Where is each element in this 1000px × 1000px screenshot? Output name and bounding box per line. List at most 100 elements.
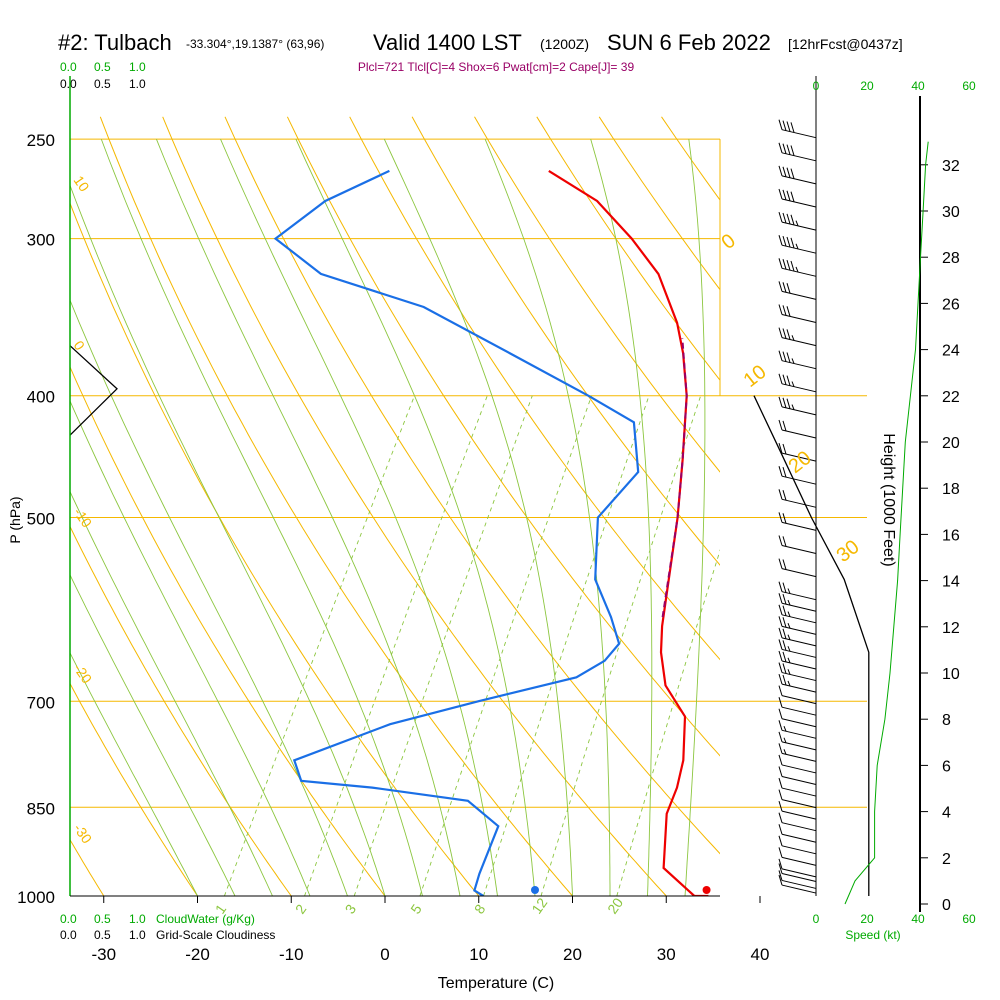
top-black-tick-2: 1.0 <box>129 77 146 91</box>
wind-barb <box>778 512 817 531</box>
wind-barb-flag <box>778 812 783 823</box>
wind-barb-flag <box>786 329 791 340</box>
dry-adiabat <box>724 117 1000 896</box>
wind-barb-shaft <box>781 799 817 809</box>
wind-barb-shaft <box>781 221 817 231</box>
wind-barb-flag <box>778 396 783 408</box>
wind-barb-half <box>787 680 791 687</box>
wind-barb-flag <box>782 166 787 177</box>
forecast-date: SUN 6 Feb 2022 <box>607 30 771 55</box>
moist-adiabat <box>383 138 573 896</box>
height-tick-32: 32 <box>942 158 960 175</box>
mixing-ratio-line-5 <box>419 395 593 896</box>
profile-parcel <box>661 338 688 618</box>
mixing-ratio-label-3: 3 <box>342 901 360 917</box>
profile-lines <box>273 169 711 896</box>
wind-barb-flag <box>782 490 787 501</box>
dry-adiabat-label-10: 10 <box>71 173 93 195</box>
wind-barb-shaft <box>781 695 817 705</box>
wind-barb-shaft <box>781 406 817 416</box>
mixing-ratio-label-2: 2 <box>292 901 310 917</box>
wind-barb-flag <box>778 801 783 812</box>
wind-barb <box>778 419 817 439</box>
dry-adiabat-label--10: -10 <box>71 505 96 531</box>
speed-bottom-tick-2: 40 <box>911 912 925 926</box>
dry-adiabat <box>536 116 720 382</box>
wind-barb-shaft <box>781 729 817 739</box>
cloudiness-tick-1: 0.5 <box>94 928 111 942</box>
wind-barb-shaft <box>781 452 817 462</box>
wind-barb-flag <box>778 743 783 754</box>
wind-barb-half <box>795 220 799 226</box>
dry-adiabat-label--30: -30 <box>71 821 96 847</box>
wind-barb-shaft <box>781 521 817 531</box>
wind-barb-flag <box>786 144 791 155</box>
dry-adiabats <box>70 116 1000 896</box>
top-green-tick-2: 1.0 <box>129 60 146 74</box>
wind-barb <box>778 558 817 578</box>
station-title: #2: Tulbach <box>58 30 172 55</box>
moist-adiabat <box>100 138 423 896</box>
cloudwater-label: CloudWater (g/Kg) <box>156 912 255 926</box>
wind-barb-shaft <box>781 648 817 658</box>
wind-barb-flag <box>778 350 783 361</box>
wind-barb-flag <box>778 304 783 315</box>
wind-barb-shaft <box>781 614 817 624</box>
mixing-ratio-label-20: 20 <box>604 895 626 917</box>
speed-bottom-tick-3: 60 <box>962 912 976 926</box>
wind-barb <box>778 835 817 855</box>
wind-barb <box>778 593 817 612</box>
speed-top-tick-0: 0 <box>813 79 820 93</box>
wind-barb-shaft <box>781 175 817 185</box>
wind-barb-shaft <box>781 873 817 883</box>
wind-barb-shaft <box>781 776 817 785</box>
wind-barb <box>778 616 817 635</box>
wind-barb <box>778 650 817 670</box>
wind-barb-flag <box>782 466 787 478</box>
wind-barb-half <box>795 266 799 273</box>
wind-barb <box>778 720 817 739</box>
wind-barb-flag <box>778 419 783 431</box>
wind-barb-shaft <box>781 879 817 889</box>
wind-barb <box>778 685 817 705</box>
y-axis-label: P (hPa) <box>7 496 23 543</box>
height-axis-label: Height (1000 Feet) <box>880 433 897 566</box>
wind-barb-shaft <box>781 868 817 878</box>
wind-barb-flag <box>778 165 783 177</box>
wind-barb-flag <box>778 789 783 800</box>
mixing-ratio-line-8 <box>483 395 650 896</box>
dry-adiabat-right-label-0: 0 <box>718 230 740 254</box>
height-tick-6: 6 <box>942 758 951 775</box>
wind-barb-flag <box>786 236 791 248</box>
speed-bottom-tick-1: 20 <box>860 912 874 926</box>
top-left-scale: 0.0 0.5 1.0 0.0 0.5 1.0 <box>60 60 146 91</box>
height-tick-18: 18 <box>942 481 960 498</box>
dry-adiabat <box>474 116 720 473</box>
wind-barb-flag <box>786 213 791 225</box>
wind-barb-shaft <box>781 152 817 162</box>
p-tick-500: 500 <box>27 510 55 529</box>
wind-barb-shaft <box>781 660 817 670</box>
wind-barb <box>778 396 817 416</box>
wind-barb-shaft <box>781 337 817 347</box>
wind-barb-flag <box>786 121 791 132</box>
dry-adiabat <box>99 116 573 896</box>
wind-barb-flag <box>778 835 783 846</box>
wind-barb <box>778 863 817 883</box>
wind-barb-flag <box>778 766 783 777</box>
cloudwater-tick-2: 1.0 <box>129 912 146 926</box>
wind-barb <box>778 662 817 682</box>
wind-barb-flag <box>790 237 795 249</box>
wind-barb-flag <box>782 605 787 616</box>
top-black-tick-1: 0.5 <box>94 77 111 91</box>
speed-profile <box>844 141 929 905</box>
x-tick--30: -30 <box>91 945 116 964</box>
wind-barb-flag <box>778 258 783 269</box>
wind-barb <box>778 874 817 894</box>
wind-barb <box>778 766 817 785</box>
wind-barb-flag <box>778 142 783 153</box>
wind-barb-shaft <box>781 475 817 485</box>
dry-adiabat <box>661 116 720 201</box>
wind-barb-flag <box>778 235 783 246</box>
wind-barb-flag <box>778 731 783 742</box>
